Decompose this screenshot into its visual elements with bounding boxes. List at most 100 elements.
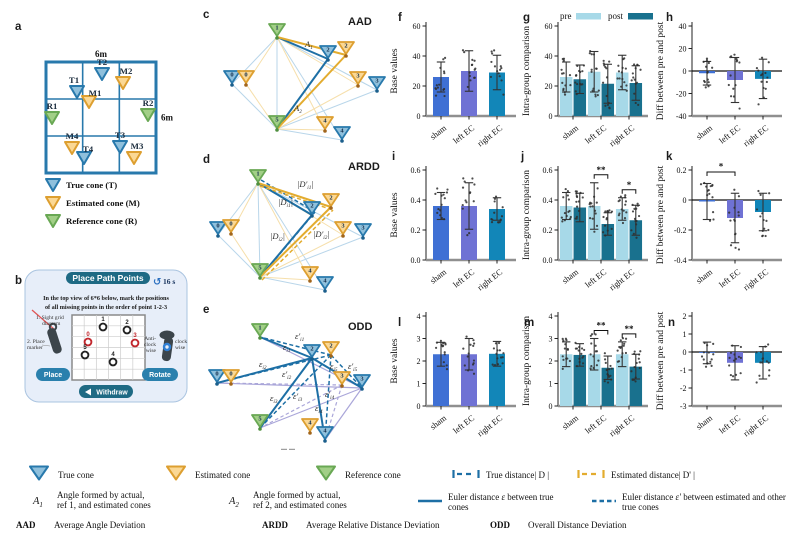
svg-text:0.2: 0.2	[677, 166, 687, 175]
legend-estimated-cone-label: Estimated cone	[195, 470, 251, 480]
svg-text:Anti-: Anti-	[144, 336, 156, 342]
svg-text:left EC: left EC	[583, 413, 609, 436]
svg-text:Intra-group comparison: Intra-group comparison	[522, 316, 532, 406]
panel-c-diagram: 1 2 2 0 0 3 3 5 4 4 A1 A2 AAD	[223, 16, 386, 143]
svg-text:R1: R1	[47, 101, 58, 111]
svg-text:right EC: right EC	[607, 266, 636, 292]
svg-text:0.6: 0.6	[543, 166, 553, 175]
svg-text:R2: R2	[143, 98, 154, 108]
svg-text:T4: T4	[83, 144, 94, 154]
svg-text:sham: sham	[428, 266, 449, 285]
svg-text:Diff between pre and post: Diff between pre and post	[655, 311, 666, 410]
svg-text:left EC: left EC	[451, 413, 477, 436]
true-distance-text: True distance	[486, 470, 535, 480]
euler-distance-dashed-label: Euler distance ε' between estimated and …	[622, 492, 786, 513]
svg-text:4: 4	[308, 268, 312, 275]
svg-text:sham: sham	[560, 122, 581, 141]
svg-text:4: 4	[417, 312, 421, 321]
svg-text:right EC: right EC	[741, 412, 770, 438]
svg-text:0: 0	[683, 196, 687, 205]
svg-text:sham: sham	[694, 266, 715, 285]
panel-d-label: d	[203, 154, 211, 166]
panel-a-label: a	[15, 21, 22, 33]
svg-text:20: 20	[679, 44, 687, 53]
svg-text:M3: M3	[131, 141, 144, 151]
svg-text:Intra-group comparison: Intra-group comparison	[522, 26, 532, 116]
svg-text:4: 4	[323, 278, 327, 285]
svg-text:Reference cone (R): Reference cone (R)	[66, 216, 137, 226]
svg-text:2: 2	[329, 343, 332, 350]
svg-text:-1: -1	[680, 366, 687, 375]
panel-k-label: k	[666, 151, 673, 163]
svg-text:3: 3	[549, 334, 553, 343]
svg-text:post: post	[608, 11, 624, 21]
true-distance-symbol-icon	[452, 470, 480, 478]
panel-m-label: m	[524, 317, 535, 329]
svg-text:2: 2	[344, 43, 347, 50]
true-cone-icon	[29, 465, 49, 481]
panel-c-label: c	[203, 9, 210, 21]
svg-text:ε'i5: ε'i5	[348, 361, 358, 373]
svg-text:sham: sham	[428, 122, 449, 141]
svg-text:1: 1	[275, 25, 278, 32]
panel-f-label: f	[398, 12, 402, 24]
svg-text:right EC: right EC	[607, 412, 636, 438]
svg-text:sham: sham	[694, 122, 715, 141]
svg-text:0: 0	[86, 332, 90, 338]
panel-n-label: n	[668, 317, 676, 329]
svg-text:0: 0	[417, 112, 421, 121]
svg-text:1: 1	[417, 379, 421, 388]
svg-text:Diff between pre and post: Diff between pre and post	[655, 21, 666, 120]
reference-cone-icon	[316, 465, 336, 481]
svg-text:0.4: 0.4	[411, 196, 421, 205]
svg-text:ε'i2: ε'i2	[282, 369, 292, 381]
abbrev-ardd-def: Average Relative Distance Deviation	[306, 520, 440, 530]
svg-text:|Di1|: |Di1|	[278, 197, 293, 209]
svg-text:0: 0	[229, 221, 232, 228]
svg-text:**: **	[597, 321, 607, 331]
svg-text:right EC: right EC	[475, 412, 504, 438]
svg-text:4: 4	[308, 420, 312, 427]
angle-a1-symbol: A1	[33, 496, 43, 510]
svg-text:0: 0	[683, 348, 687, 357]
svg-text:3: 3	[356, 73, 360, 80]
svg-text:2: 2	[125, 320, 129, 326]
svg-text:40: 40	[545, 52, 553, 61]
svg-text:In the top view of 6*6 below,: In the top view of 6*6 below, mark the p…	[43, 295, 169, 302]
svg-text:Rotate: Rotate	[149, 372, 171, 379]
svg-text:left EC: left EC	[451, 123, 477, 146]
euler-distance-solid-label: Euler distance ε between true cones	[448, 492, 554, 513]
svg-text:2. Place: 2. Place	[27, 339, 45, 345]
estimated-distance-text: Estimated distance	[611, 470, 679, 480]
svg-text:Place Path Points: Place Path Points	[72, 273, 144, 283]
svg-text:T1: T1	[69, 75, 79, 85]
svg-text:0: 0	[549, 112, 553, 121]
svg-text:right EC: right EC	[475, 122, 504, 148]
svg-text:-40: -40	[676, 112, 687, 121]
svg-text:4: 4	[323, 428, 327, 435]
svg-text:ODD: ODD	[348, 321, 373, 333]
svg-text:4: 4	[111, 352, 115, 358]
svg-text:-0.4: -0.4	[674, 256, 687, 265]
svg-text:5: 5	[83, 345, 87, 351]
svg-text:0.6: 0.6	[411, 166, 421, 175]
svg-text:20: 20	[413, 82, 421, 91]
svg-text:εi4: εi4	[315, 403, 323, 415]
svg-text:|D'i1|: |D'i1|	[297, 179, 314, 191]
svg-text:2: 2	[683, 312, 687, 321]
svg-text:3: 3	[417, 334, 421, 343]
svg-text:diagram: diagram	[42, 321, 61, 327]
svg-text:4: 4	[340, 128, 344, 135]
svg-text:3: 3	[360, 376, 364, 383]
legend-true-cone-label: True cone	[58, 470, 94, 480]
angle-a1-definition: Angle formed by actual, ref 1, and estima…	[57, 490, 151, 511]
svg-text:40: 40	[413, 52, 421, 61]
svg-text:left EC: left EC	[451, 267, 477, 290]
panel-j-label: j	[521, 151, 525, 163]
panel-l-label: l	[398, 317, 402, 329]
svg-text:sham: sham	[694, 412, 715, 431]
